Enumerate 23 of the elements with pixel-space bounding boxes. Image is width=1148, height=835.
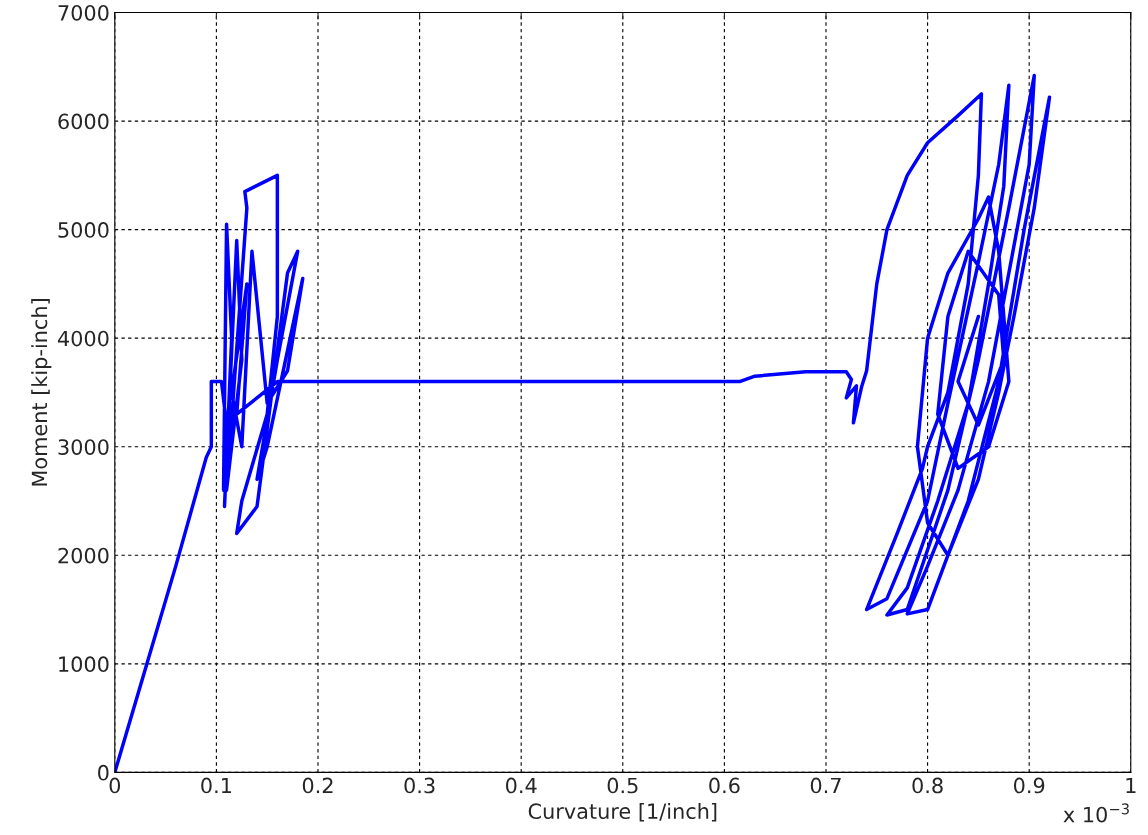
y-tick-label: 7000 <box>58 4 109 21</box>
y-axis-title: Moment [kip-inch] <box>31 299 52 486</box>
x-tick-label: 0.9 <box>1013 777 1045 794</box>
y-tick-label: 4000 <box>57 330 109 347</box>
x-tick-label: 0.3 <box>404 777 435 794</box>
x-tick-label: 0.7 <box>810 777 841 794</box>
y-tick-label: 2000 <box>58 547 109 564</box>
x-tick-label: 0 <box>109 777 121 794</box>
x-tick-label: 0.5 <box>607 777 638 794</box>
x-tick-label: 0.1 <box>201 777 232 794</box>
line-series <box>114 73 1052 773</box>
y-tick-label: 0 <box>98 764 109 781</box>
y-tick-label: 5000 <box>58 222 109 238</box>
y-tick-label: 3000 <box>58 439 109 455</box>
x-tick-label: 1 <box>1126 777 1136 794</box>
x-tick-label: 0.8 <box>912 777 943 794</box>
y-tick-label: 1000 <box>59 656 109 673</box>
text: x 10$^{−3}$ <box>1063 803 1129 823</box>
x-tick-label: 0.6 <box>709 777 740 794</box>
y-tick-label: 6000 <box>58 113 109 130</box>
x-tick-label: 0.4 <box>506 777 537 794</box>
x-axis-title: Curvature [1/inch] <box>528 802 717 822</box>
x-tick-label: 0.2 <box>302 777 333 794</box>
